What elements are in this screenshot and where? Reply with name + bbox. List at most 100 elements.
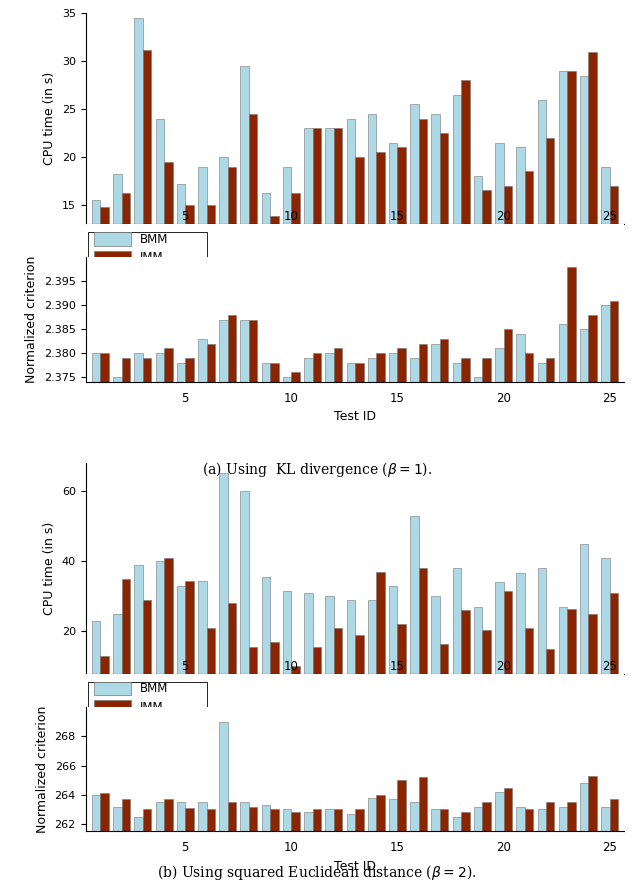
- Text: JMM: JMM: [139, 702, 163, 715]
- Bar: [580, 329, 588, 894]
- Bar: [482, 358, 491, 894]
- Bar: [355, 363, 363, 894]
- Bar: [580, 76, 588, 349]
- Text: 25: 25: [602, 210, 617, 224]
- Bar: [207, 628, 215, 702]
- Bar: [91, 702, 129, 715]
- Bar: [334, 809, 342, 894]
- Bar: [334, 128, 342, 349]
- Bar: [219, 474, 228, 702]
- Bar: [91, 232, 129, 246]
- Bar: [92, 620, 100, 702]
- Bar: [334, 628, 342, 702]
- Bar: [389, 799, 398, 894]
- Bar: [185, 580, 194, 702]
- Text: BMM: BMM: [139, 232, 168, 246]
- Bar: [495, 792, 503, 894]
- Bar: [177, 363, 185, 894]
- FancyBboxPatch shape: [88, 682, 207, 721]
- Bar: [262, 193, 270, 349]
- Bar: [495, 349, 503, 894]
- Bar: [219, 721, 228, 894]
- Bar: [325, 596, 334, 702]
- Bar: [262, 805, 270, 894]
- FancyBboxPatch shape: [88, 232, 207, 271]
- Bar: [292, 193, 300, 349]
- Bar: [155, 353, 164, 894]
- Bar: [113, 806, 122, 894]
- Bar: [143, 50, 152, 349]
- Bar: [185, 808, 194, 894]
- Bar: [440, 133, 448, 349]
- Bar: [185, 205, 194, 349]
- Bar: [482, 802, 491, 894]
- Bar: [313, 128, 321, 349]
- Bar: [588, 776, 597, 894]
- Text: 20: 20: [496, 210, 511, 224]
- Text: 20: 20: [496, 660, 511, 673]
- Bar: [100, 793, 109, 894]
- Bar: [482, 629, 491, 702]
- Bar: [410, 516, 418, 702]
- Bar: [546, 358, 555, 894]
- Bar: [155, 119, 164, 349]
- Bar: [94, 682, 131, 696]
- Bar: [525, 809, 533, 894]
- Bar: [461, 80, 470, 349]
- Bar: [249, 320, 257, 894]
- Bar: [495, 143, 503, 349]
- Text: 15: 15: [390, 660, 405, 673]
- Bar: [495, 582, 503, 702]
- Bar: [559, 325, 567, 894]
- Bar: [559, 71, 567, 349]
- Text: (a) Using  KL divergence ($\beta = 1$).: (a) Using KL divergence ($\beta = 1$).: [202, 460, 432, 479]
- Bar: [228, 166, 236, 349]
- Bar: [325, 128, 334, 349]
- Bar: [100, 353, 109, 894]
- Bar: [580, 783, 588, 894]
- Bar: [92, 795, 100, 894]
- Bar: [198, 339, 207, 894]
- Bar: [228, 315, 236, 894]
- Bar: [601, 166, 610, 349]
- Text: 5: 5: [181, 660, 189, 673]
- Bar: [525, 353, 533, 894]
- Bar: [474, 377, 482, 894]
- Bar: [122, 193, 130, 349]
- Bar: [325, 353, 334, 894]
- Bar: [94, 250, 131, 264]
- Bar: [355, 157, 363, 349]
- Bar: [155, 802, 164, 894]
- Text: JMM: JMM: [139, 253, 163, 266]
- Bar: [368, 797, 376, 894]
- Bar: [601, 806, 610, 894]
- Bar: [440, 809, 448, 894]
- Bar: [113, 377, 122, 894]
- Bar: [588, 52, 597, 349]
- Bar: [538, 569, 546, 702]
- Bar: [580, 544, 588, 702]
- Bar: [376, 152, 385, 349]
- Bar: [207, 343, 215, 894]
- Bar: [610, 799, 618, 894]
- Bar: [283, 166, 292, 349]
- Bar: [94, 700, 131, 713]
- Bar: [249, 806, 257, 894]
- Bar: [228, 603, 236, 702]
- Bar: [453, 363, 461, 894]
- Bar: [134, 18, 143, 349]
- Text: JMM: JMM: [139, 701, 163, 713]
- Bar: [588, 614, 597, 702]
- Bar: [453, 569, 461, 702]
- Bar: [292, 813, 300, 894]
- Bar: [559, 607, 567, 702]
- Bar: [270, 363, 279, 894]
- Bar: [219, 320, 228, 894]
- Bar: [304, 593, 313, 702]
- Bar: [91, 682, 129, 696]
- Bar: [304, 128, 313, 349]
- X-axis label: Test ID: Test ID: [334, 860, 376, 873]
- Bar: [546, 138, 555, 349]
- Bar: [134, 565, 143, 702]
- Bar: [207, 205, 215, 349]
